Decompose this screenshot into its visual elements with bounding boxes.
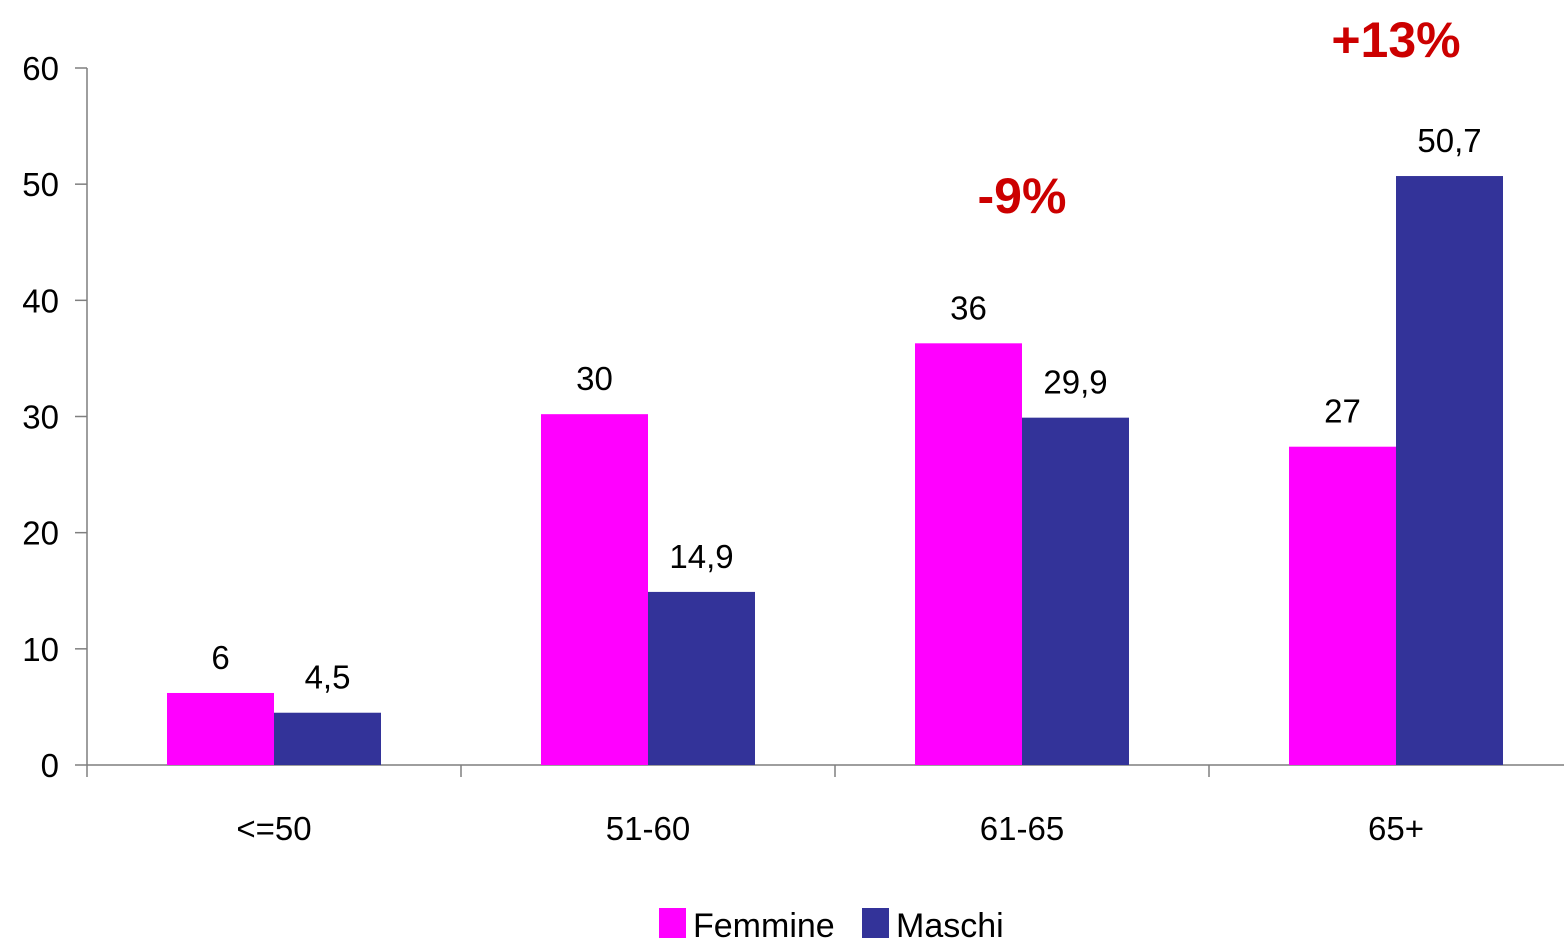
legend-swatch-femmine (659, 908, 686, 938)
bar-femmine-2 (915, 343, 1022, 765)
legend-label-femmine: Femmine (693, 907, 835, 942)
bar-femmine-0 (167, 692, 274, 765)
data-label-femmine-0: 6 (211, 639, 229, 676)
x-tick-label: 61-65 (980, 810, 1064, 847)
bar-maschi-3 (1396, 176, 1503, 765)
data-label-femmine-2: 36 (950, 289, 987, 326)
legend-swatch-maschi (862, 908, 889, 938)
y-tick-label: 10 (22, 631, 59, 668)
x-tick-label: 51-60 (606, 810, 690, 847)
y-tick-label: 0 (41, 747, 59, 784)
y-tick-label: 40 (22, 282, 59, 319)
annotation-1: +13% (1331, 12, 1460, 68)
legend-label-maschi: Maschi (896, 907, 1004, 942)
bar-femmine-3 (1289, 446, 1396, 765)
data-label-femmine-3: 27 (1324, 393, 1361, 430)
data-label-maschi-2: 29,9 (1043, 364, 1107, 401)
data-label-maschi-0: 4,5 (305, 659, 351, 696)
bar-maschi-1 (648, 591, 755, 765)
y-tick-label: 50 (22, 166, 59, 203)
x-tick-label: <=50 (236, 810, 311, 847)
data-label-maschi-3: 50,7 (1417, 122, 1481, 159)
y-tick-label: 20 (22, 515, 59, 552)
data-label-maschi-1: 14,9 (669, 538, 733, 575)
x-tick-label: 65+ (1368, 810, 1424, 847)
bar-femmine-1 (541, 414, 648, 765)
data-label-femmine-1: 30 (576, 360, 613, 397)
bar-maschi-2 (1022, 417, 1129, 765)
y-tick-label: 60 (22, 50, 59, 87)
annotation-0: -9% (978, 168, 1067, 224)
y-tick-label: 30 (22, 399, 59, 436)
bar-maschi-0 (274, 712, 381, 765)
